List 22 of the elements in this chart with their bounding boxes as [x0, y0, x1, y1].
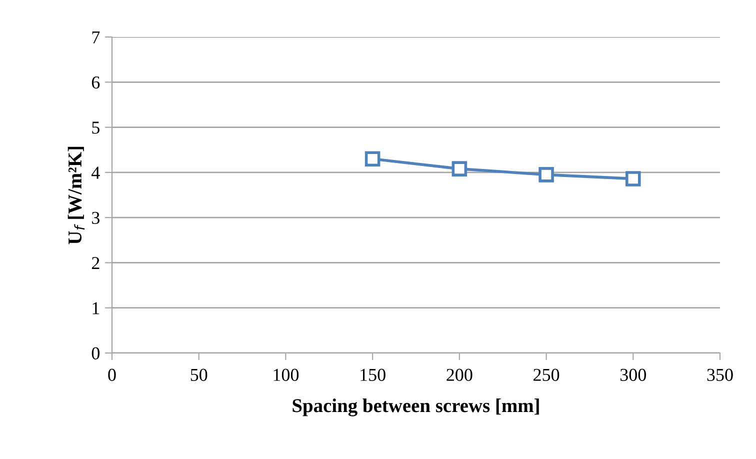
x-tick-label: 300 — [620, 368, 646, 381]
x-axis-title: Spacing between screws [mm] — [292, 398, 539, 416]
point — [452, 161, 468, 176]
point — [364, 151, 380, 167]
y-tick-label: 3 — [92, 212, 100, 224]
point — [626, 171, 641, 186]
y-tick-label: 5 — [92, 122, 100, 134]
x-tick-label: 200 — [446, 368, 472, 381]
x-tick-label: 50 — [190, 368, 208, 381]
y-tick-label: 6 — [92, 76, 100, 89]
x-tick-label: 350 — [707, 368, 733, 381]
y-axis-title: U$_{f}$ [W/m²K] — [68, 146, 85, 244]
point — [538, 167, 554, 182]
y-tick-label: 0 — [92, 347, 100, 360]
x-tick-label: 0 — [108, 368, 116, 381]
x-tick-label: 100 — [274, 368, 299, 381]
x-tick-label: 150 — [360, 368, 386, 381]
y-tick-label: 2 — [92, 257, 100, 269]
x-tick-label: 250 — [534, 368, 560, 381]
y-tick-label: 7 — [92, 31, 100, 44]
y-tick-label: 4 — [92, 166, 100, 179]
y-tick-label: 1 — [92, 302, 100, 314]
